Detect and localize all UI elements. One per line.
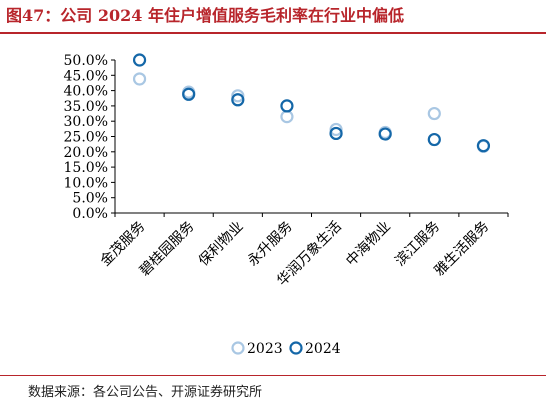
x-tick-label: 保利物业 [196, 219, 247, 270]
y-tick-label: 30.0% [64, 114, 108, 130]
y-tick-label: 20.0% [64, 145, 108, 161]
marks-group [132, 53, 491, 153]
point-2023 [427, 106, 441, 121]
axis-group: 0.0%5.0%10.0%15.0%20.0%25.0%30.0%35.0%40… [64, 53, 509, 289]
legend-marker-2023 [231, 341, 245, 355]
point-2023 [280, 110, 294, 124]
point-2024 [182, 87, 196, 101]
y-tick-label: 50.0% [64, 53, 108, 69]
source-divider [0, 375, 546, 376]
point-2024 [329, 126, 343, 141]
point-2024 [476, 139, 491, 153]
point-2023 [329, 122, 343, 137]
point-2024 [427, 132, 441, 147]
y-tick-label: 45.0% [64, 68, 108, 84]
point-2024 [280, 99, 294, 113]
point-2024 [132, 53, 147, 67]
y-tick-label: 15.0% [64, 160, 108, 176]
x-tick-label: 金茂服务 [97, 218, 149, 270]
x-tick-label: 滨江服务 [392, 219, 443, 270]
x-tick-label: 永升服务 [245, 219, 296, 270]
source-note: 数据来源：各公司公告、开源证券研究所 [28, 385, 263, 400]
legend: 2023 2024 [231, 341, 341, 357]
title-divider [0, 32, 546, 34]
legend-label-2023: 2023 [247, 341, 283, 357]
chart-title: 图47：公司 2024 年住户增值服务毛利率在行业中偏低 [6, 6, 404, 25]
y-tick-label: 35.0% [64, 99, 108, 115]
point-2023 [231, 89, 245, 103]
x-tick-label: 中海物业 [343, 219, 394, 270]
legend-label-2024: 2024 [305, 341, 341, 357]
y-tick-label: 25.0% [64, 130, 108, 146]
legend-marker-2024 [289, 341, 303, 355]
point-2023 [132, 72, 147, 86]
y-tick-label: 10.0% [64, 175, 108, 191]
point-2024 [378, 127, 392, 141]
y-tick-label: 40.0% [64, 84, 108, 100]
y-tick-label: 5.0% [72, 191, 108, 207]
y-tick-label: 0.0% [72, 206, 108, 222]
scatter-chart: 0.0%5.0%10.0%15.0%20.0%25.0%30.0%35.0%40… [64, 53, 509, 357]
point-2024 [231, 93, 245, 107]
